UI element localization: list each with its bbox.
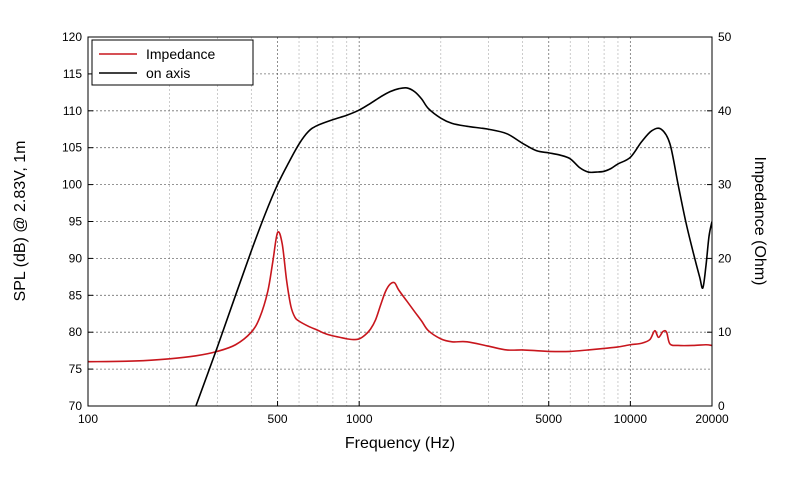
series-line-on-axis [195,86,712,406]
y2-axis-title: Impedance (Ohm) [751,157,768,286]
y-tick-label: 70 [69,399,83,413]
x-tick-label: 1000 [346,412,373,426]
y-tick-label: 115 [63,67,82,81]
y-tick-label: 90 [69,251,83,265]
y-tick-label: 75 [69,362,83,376]
x-tick-label: 100 [78,412,98,426]
y2-tick-label: 20 [718,251,732,265]
y2-tick-label: 30 [718,178,732,192]
x-tick-label: 10000 [614,412,648,426]
y2-tick-label: 40 [718,104,732,118]
legend: Impedance on axis [91,39,254,86]
grid [88,37,712,406]
y-tick-label: 80 [69,325,83,339]
y-tick-label: 95 [69,215,83,229]
y-tick-label: 85 [69,288,83,302]
legend-label-on-axis: on axis [146,65,190,81]
y-tick-label: 105 [62,141,82,155]
y2-tick-label: 0 [718,399,725,413]
y2-tick-label: 10 [718,325,732,339]
x-tick-label: 5000 [535,412,562,426]
y-axis-title: SPL (dB) @ 2.83V, 1m [12,141,29,302]
legend-box [91,39,254,86]
x-axis-title: Frequency (Hz) [345,435,455,452]
x-tick-label: 500 [268,412,288,426]
y-tick-label: 100 [62,178,82,192]
x-tick-label: 20000 [695,412,729,426]
legend-label-impedance: Impedance [146,46,215,62]
series-line-impedance [88,231,712,363]
tick-labels: 70 75 80 85 90 95 100 105 110 115 120 0 10 20 30 40 50 10… [62,30,732,426]
y-tick-label: 120 [62,30,82,44]
y2-tick-label: 50 [718,30,732,44]
y-tick-label: 110 [63,104,82,118]
series-layer [88,86,712,406]
